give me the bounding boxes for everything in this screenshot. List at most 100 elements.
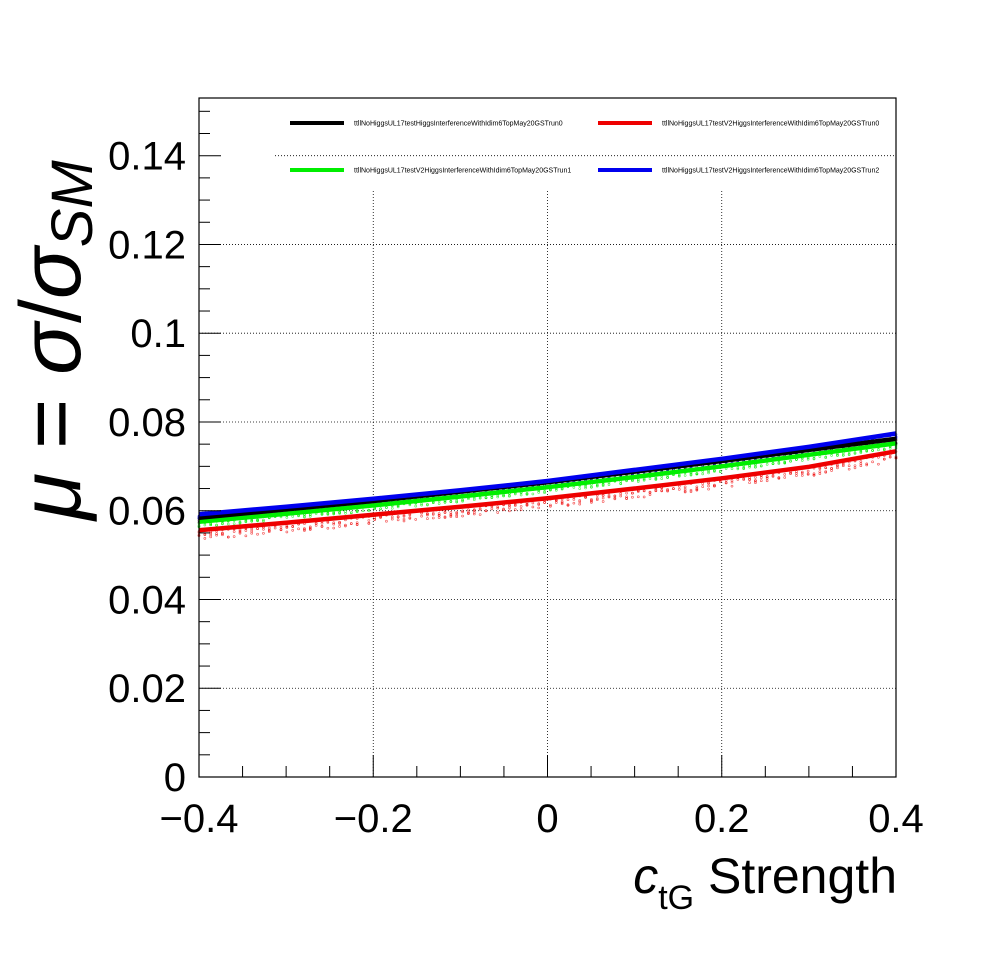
data-point bbox=[677, 474, 681, 477]
data-point bbox=[836, 464, 839, 468]
data-point bbox=[578, 499, 582, 502]
y-axis-label-mu: μ bbox=[3, 473, 99, 522]
y-tick-label: 0.14 bbox=[108, 135, 186, 179]
data-point bbox=[402, 519, 406, 523]
grid bbox=[199, 155, 896, 777]
data-point bbox=[754, 479, 757, 483]
series-line bbox=[198, 431, 897, 517]
data-point bbox=[449, 500, 453, 503]
data-point bbox=[777, 461, 781, 465]
data-point bbox=[256, 527, 259, 530]
data-point bbox=[273, 526, 277, 530]
series-line bbox=[198, 441, 897, 525]
data-point bbox=[308, 526, 312, 530]
data-point bbox=[877, 448, 880, 452]
data-point bbox=[865, 462, 869, 466]
data-point bbox=[414, 504, 418, 508]
data-point bbox=[619, 494, 623, 498]
y-axis-label-sigma: σ bbox=[3, 320, 99, 375]
data-point bbox=[543, 501, 546, 504]
data-point bbox=[361, 509, 365, 512]
data-point bbox=[431, 513, 435, 516]
data-point bbox=[426, 502, 429, 506]
data-point bbox=[508, 504, 511, 508]
data-point bbox=[250, 531, 254, 535]
data-point bbox=[636, 478, 640, 482]
data-point bbox=[601, 496, 605, 500]
data-point bbox=[385, 506, 388, 509]
data-point bbox=[203, 533, 207, 536]
data-point bbox=[525, 502, 529, 506]
data-point bbox=[882, 448, 886, 452]
data-point bbox=[859, 451, 863, 454]
data-point bbox=[730, 467, 734, 470]
data-point bbox=[718, 470, 722, 473]
data-point bbox=[226, 535, 230, 539]
data-point bbox=[355, 509, 359, 512]
data-point bbox=[461, 499, 464, 503]
data-point bbox=[513, 504, 517, 507]
data-point bbox=[285, 526, 289, 529]
data-point bbox=[332, 521, 336, 524]
data-point bbox=[367, 508, 371, 512]
data-point bbox=[461, 499, 464, 502]
data-point bbox=[625, 491, 628, 495]
data-point bbox=[543, 491, 546, 494]
data-point bbox=[683, 490, 687, 494]
data-point bbox=[531, 505, 535, 509]
data-point bbox=[595, 497, 599, 500]
data-point bbox=[455, 500, 459, 504]
series-lines bbox=[198, 431, 897, 533]
data-point bbox=[578, 500, 582, 504]
y-axis-label-slash: / bbox=[3, 299, 99, 323]
data-point bbox=[332, 526, 336, 530]
data-point bbox=[853, 466, 857, 470]
data-point bbox=[742, 465, 746, 469]
data-point bbox=[824, 456, 828, 459]
data-point bbox=[431, 501, 435, 505]
data-point bbox=[484, 496, 488, 499]
data-point bbox=[701, 485, 705, 488]
data-point bbox=[847, 464, 851, 467]
y-tick-label: 0.08 bbox=[108, 401, 186, 445]
data-point bbox=[531, 492, 535, 496]
data-point bbox=[789, 472, 792, 475]
data-point bbox=[338, 521, 341, 524]
data-point bbox=[297, 514, 300, 518]
data-point bbox=[771, 461, 775, 465]
y-tick-label: 0.06 bbox=[108, 490, 186, 534]
data-point bbox=[707, 470, 710, 473]
data-point bbox=[320, 513, 324, 516]
x-tick-label: −0.4 bbox=[160, 797, 239, 841]
data-point bbox=[619, 492, 623, 496]
data-point bbox=[713, 484, 716, 488]
data-point bbox=[724, 481, 728, 485]
data-point bbox=[572, 501, 576, 505]
data-point bbox=[332, 511, 336, 515]
x-axis-label: ctG Strength bbox=[633, 848, 897, 917]
data-point bbox=[320, 521, 324, 525]
data-point bbox=[795, 474, 798, 477]
data-point bbox=[748, 481, 751, 484]
data-point bbox=[408, 513, 412, 517]
y-axis-label: μ = σ/σSM bbox=[3, 160, 105, 522]
data-point bbox=[841, 453, 845, 457]
data-point bbox=[877, 462, 880, 466]
data-point bbox=[215, 532, 218, 535]
data-point bbox=[478, 496, 482, 500]
data-point bbox=[689, 488, 693, 492]
data-point bbox=[824, 470, 828, 473]
data-point bbox=[332, 512, 336, 516]
data-point bbox=[390, 517, 394, 521]
data-point bbox=[437, 516, 441, 519]
data-point bbox=[525, 492, 529, 496]
data-point bbox=[590, 498, 593, 502]
data-point bbox=[344, 510, 347, 513]
data-point bbox=[853, 451, 857, 455]
data-point bbox=[783, 476, 787, 479]
data-point bbox=[496, 506, 500, 510]
data-point bbox=[461, 510, 464, 514]
data-point bbox=[431, 516, 435, 520]
data-point bbox=[472, 512, 476, 516]
data-point bbox=[549, 504, 552, 508]
